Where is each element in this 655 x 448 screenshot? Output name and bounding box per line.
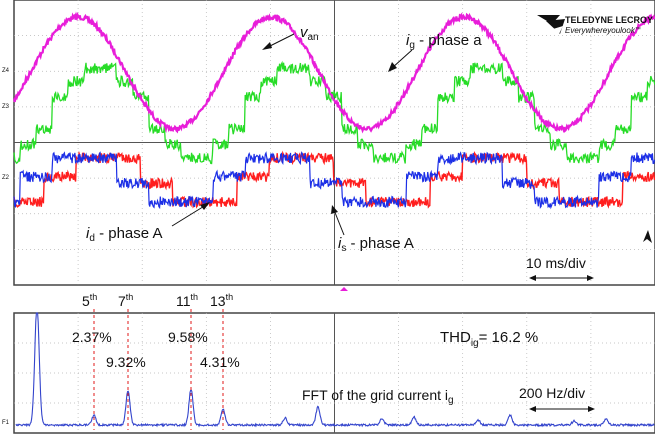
van-trace — [12, 11, 655, 134]
brand-name: TELEDYNE LECROY — [565, 15, 653, 25]
ig-arrow — [391, 49, 413, 69]
ig-label: ig - phase a — [388, 32, 482, 72]
id-arrow — [171, 204, 207, 227]
is-trace — [13, 151, 655, 210]
trigger-position-arrow — [340, 287, 348, 291]
is-label: is - phase A — [331, 205, 414, 254]
mouse-cursor-icon — [643, 230, 652, 243]
harmonic-13-label: 13th — [210, 292, 233, 309]
harmonic-11-percent: 9.58% — [168, 329, 208, 345]
id-label: id - phase A — [86, 202, 210, 244]
id-arrow-head — [200, 202, 210, 210]
svg-text:200 Hz/div: 200 Hz/div — [519, 385, 585, 401]
channel-marker-z3: Z3 — [2, 104, 10, 110]
channel-marker-z2: Z2 — [2, 175, 10, 181]
timebase-label: 10 ms/div — [526, 255, 594, 281]
ig-arrow-head — [388, 62, 397, 72]
van-label: van — [262, 24, 319, 50]
is-arrow — [333, 209, 345, 236]
fft-panel-grid — [14, 313, 655, 433]
harmonic-5-percent: 2.37% — [72, 329, 112, 345]
harmonic-11-label: 11th — [176, 292, 198, 309]
harmonic-13-percent: 4.31% — [200, 354, 240, 370]
ig-trace — [13, 60, 655, 165]
channel-marker-z4: Z4 — [2, 68, 10, 74]
time-panel-grid — [14, 0, 655, 285]
teledyne-lecroy-logo: TELEDYNE LECROY Everywhereyoulook™ — [537, 15, 653, 36]
fft-scale-label: 200 Hz/div — [519, 385, 595, 412]
harmonic-5-label: 5th — [82, 292, 97, 309]
van-arrow-head — [262, 42, 272, 50]
harmonic-7-label: 7th — [118, 292, 133, 309]
is-arrow-head — [331, 205, 338, 214]
brand-tagline: Everywhereyoulook™ — [565, 26, 641, 35]
svg-text:is - phase A: is - phase A — [338, 235, 414, 254]
svg-text:id - phase A: id - phase A — [86, 225, 162, 244]
fft-spectrum-trace — [15, 312, 655, 428]
svg-text:10 ms/div: 10 ms/div — [526, 255, 586, 271]
lecroy-bird-icon — [537, 15, 565, 36]
svg-text:van: van — [300, 24, 319, 43]
svg-text:ig - phase a: ig - phase a — [406, 32, 482, 51]
fft-description-label: FFT of the grid current ig — [302, 387, 454, 406]
harmonic-7-percent: 9.32% — [106, 354, 146, 370]
thd-label: THDig= 16.2 % — [440, 329, 538, 349]
time-domain-panel: Z4 Z3 Z2 TELEDYNE LECROY Everywhereyoulo… — [2, 0, 655, 291]
harmonic-marker-lines — [93, 309, 224, 430]
fft-panel: F1 5th 7th 11th 13th 2.37% 9.32% 9.58% 4… — [2, 292, 655, 434]
fft-channel-marker: F1 — [2, 420, 10, 426]
